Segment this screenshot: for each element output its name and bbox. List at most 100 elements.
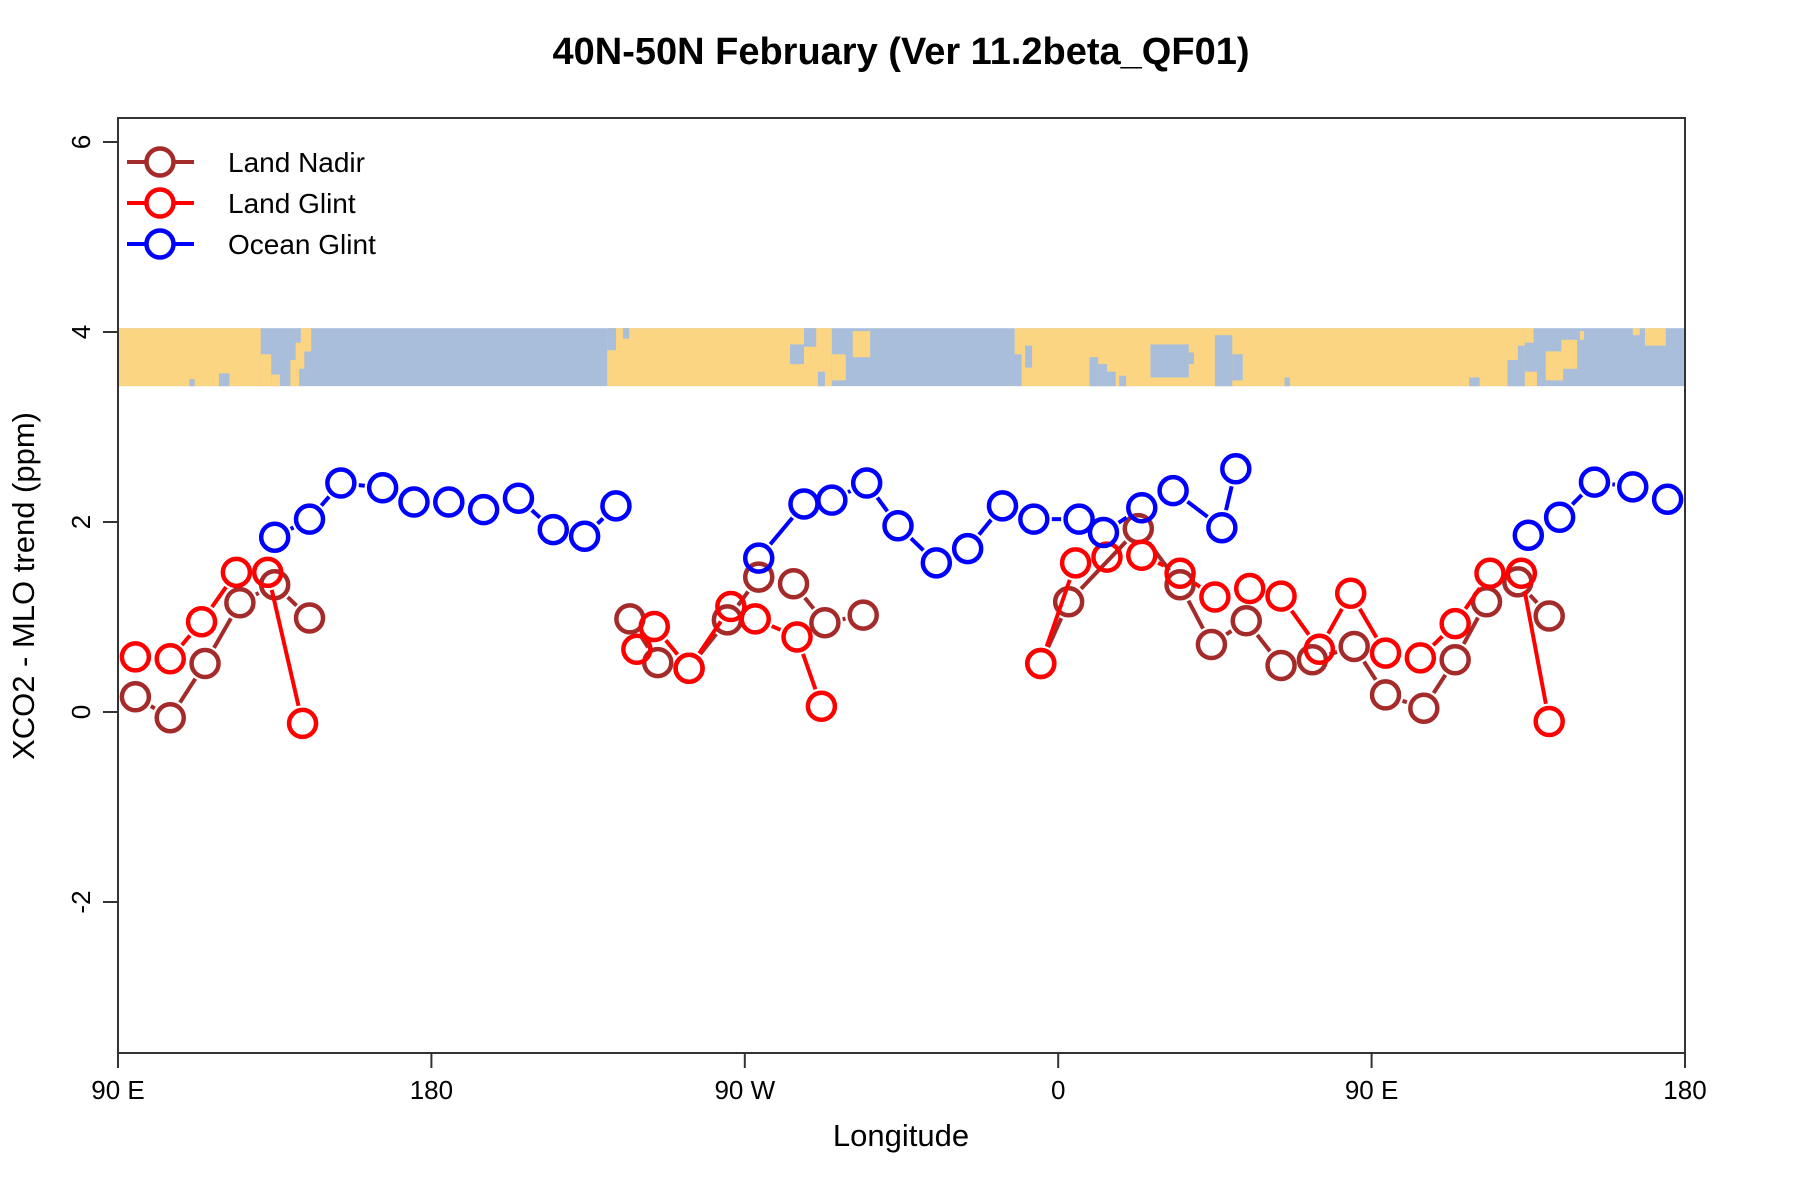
data-point-land-nadir — [293, 602, 326, 634]
legend-marker-land-nadir — [144, 146, 176, 178]
series-line-2 — [1224, 485, 1234, 511]
series-line-0 — [1225, 629, 1233, 637]
map-band-sea — [1507, 360, 1518, 387]
data-point-land-glint — [185, 606, 218, 638]
map-band-sea — [622, 328, 630, 339]
series-line-2 — [977, 518, 993, 536]
series-line-1 — [180, 634, 192, 647]
data-point-land-nadir — [154, 701, 186, 734]
series-line-1 — [210, 585, 228, 609]
map-band-sea — [1284, 377, 1290, 387]
data-point-land-glint — [1164, 557, 1196, 590]
map-band-land — [852, 331, 871, 358]
map-band-sea — [1098, 364, 1107, 387]
data-point-land-glint — [781, 621, 813, 653]
legend-item-land-nadir: Land Nadir — [127, 146, 365, 178]
data-point-ocean-glint — [1126, 492, 1158, 524]
data-point-land-nadir — [1230, 605, 1262, 637]
data-point-ocean-glint — [398, 486, 430, 518]
series-line-2 — [875, 496, 889, 513]
series-line-0 — [1431, 673, 1448, 695]
series-line-0 — [1046, 617, 1064, 648]
y-tick-label: 0 — [66, 705, 96, 719]
series-line-0 — [212, 617, 233, 649]
map-band-sea — [803, 328, 817, 347]
data-point-land-glint — [1303, 633, 1336, 666]
data-point-land-glint — [805, 690, 838, 723]
data-point-land-nadir — [1408, 692, 1440, 724]
legend-item-ocean-glint: Ocean Glint — [127, 228, 376, 260]
series-line-2 — [1117, 515, 1128, 525]
data-point-land-glint — [638, 610, 671, 643]
series-line-2 — [319, 495, 331, 507]
series-line-1 — [1358, 607, 1379, 639]
series-line-2 — [847, 489, 852, 495]
data-point-ocean-glint — [850, 467, 883, 499]
data-point-land-glint — [1369, 637, 1402, 669]
map-band-land — [1632, 328, 1640, 336]
data-point-ocean-glint — [1512, 519, 1545, 552]
x-tick-label: 90 E — [1345, 1075, 1399, 1105]
data-point-land-nadir — [1265, 649, 1297, 682]
legend-label-land-nadir: Land Nadir — [228, 147, 365, 178]
y-tick-label: 2 — [66, 515, 96, 529]
series-line-0 — [286, 595, 298, 607]
legend-item-land-glint: Land Glint — [127, 187, 356, 219]
series-line-1 — [1157, 561, 1165, 568]
data-point-ocean-glint — [600, 490, 632, 522]
map-band-land — [1644, 328, 1666, 346]
map-band-land — [290, 360, 300, 387]
x-tick-label: 90 W — [714, 1075, 775, 1105]
map-band-land — [118, 328, 261, 387]
chart-title: 40N-50N February (Ver 11.2beta_QF01) — [552, 31, 1249, 73]
data-point-land-glint — [1404, 642, 1437, 674]
legend-label-land-glint: Land Glint — [228, 188, 356, 219]
series-line-2 — [1186, 499, 1209, 519]
map-band-sea — [1025, 345, 1033, 368]
data-point-ocean-glint — [1018, 503, 1050, 535]
series-line-1 — [697, 620, 723, 655]
map-band-land — [271, 374, 280, 387]
map-band-sea — [1150, 344, 1189, 378]
map-band-sea — [218, 373, 230, 387]
data-point-ocean-glint — [742, 542, 775, 574]
series-line-0 — [1528, 593, 1539, 605]
series-line-0 — [178, 677, 198, 704]
series-line-2 — [596, 516, 605, 526]
x-tick-label: 0 — [1051, 1075, 1065, 1105]
data-point-land-glint — [1474, 557, 1506, 590]
data-point-ocean-glint — [1578, 466, 1611, 498]
series-line-1 — [770, 624, 782, 632]
series-line-1 — [1522, 590, 1548, 705]
data-point-ocean-glint — [537, 513, 570, 546]
data-point-ocean-glint — [293, 503, 326, 535]
data-point-land-glint — [621, 633, 653, 666]
data-point-ocean-glint — [1087, 516, 1120, 549]
data-point-ocean-glint — [788, 488, 820, 520]
data-point-ocean-glint — [568, 520, 601, 552]
data-point-land-glint — [1334, 577, 1367, 609]
x-tick-label: 90 E — [91, 1075, 145, 1105]
plot-box — [117, 117, 1686, 1054]
x-tick-label: 180 — [410, 1075, 453, 1105]
map-band-land — [831, 354, 846, 381]
data-point-ocean-glint — [986, 490, 1019, 522]
data-point-ocean-glint — [433, 486, 465, 518]
data-point-ocean-glint — [1206, 511, 1238, 544]
legend: Land Nadir Land Glint Ocean Glint — [127, 146, 376, 260]
data-point-land-glint — [1505, 557, 1538, 590]
y-tick-label: 6 — [66, 135, 96, 149]
data-point-land-nadir — [809, 606, 841, 639]
map-band-sea — [790, 344, 804, 365]
data-point-land-glint — [1025, 647, 1057, 680]
series-line-1 — [269, 589, 301, 707]
map-band-sea — [1214, 335, 1233, 387]
map-band-land — [1545, 351, 1564, 381]
series-line-2 — [1570, 493, 1584, 506]
legend-marker-ocean-glint — [144, 228, 176, 260]
series-line-2 — [909, 536, 925, 552]
series-line-0 — [1461, 616, 1480, 645]
y-tick-label: 4 — [66, 325, 96, 339]
map-band-sea — [1469, 377, 1480, 387]
map-band-land — [1561, 339, 1578, 369]
